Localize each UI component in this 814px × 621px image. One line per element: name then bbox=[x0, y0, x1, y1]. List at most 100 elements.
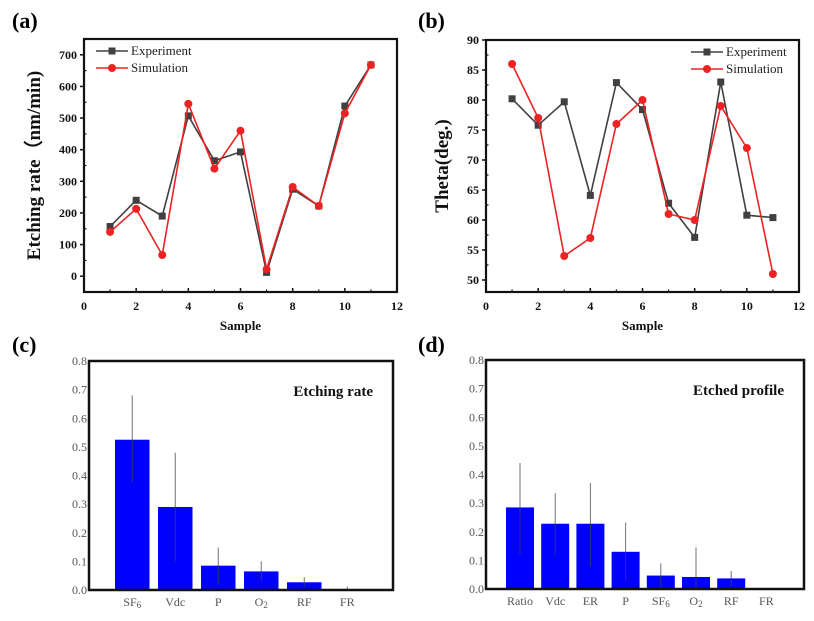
inset-title: Etching rate bbox=[293, 384, 373, 400]
x-axis-label: Sample bbox=[622, 318, 663, 333]
panel-label: (a) bbox=[12, 8, 38, 33]
series-simulation bbox=[508, 60, 777, 278]
x-tick-label-main: P bbox=[215, 595, 222, 609]
y-tick-label: 100 bbox=[59, 238, 77, 252]
x-axis-label: Sample bbox=[220, 318, 261, 333]
y-tick-label: 0.4 bbox=[469, 468, 484, 482]
y-tick-label: 0.2 bbox=[469, 525, 484, 539]
series-line-experiment bbox=[109, 64, 372, 276]
data-point-simulation bbox=[638, 96, 647, 104]
data-point-experiment bbox=[639, 106, 646, 114]
panel-c: (c) 0.0 0.1 0.2 0.3 0.4 0.5 0.6 0.7 0.8 SF6 Vdc P O2 R… bbox=[12, 332, 395, 610]
series-line-simulation bbox=[109, 64, 372, 270]
panel-label: (b) bbox=[418, 8, 445, 33]
x-tick-label: Vdc bbox=[545, 594, 565, 608]
x-tick-label: 8 bbox=[692, 299, 698, 313]
y-axis-label: Etching rate（nm/min) bbox=[22, 71, 45, 260]
x-tick-label: 12 bbox=[793, 299, 805, 313]
data-point-experiment bbox=[717, 78, 725, 86]
data-point-simulation bbox=[560, 252, 569, 260]
x-tick-label-main: RF bbox=[724, 594, 739, 608]
data-point-simulation bbox=[106, 227, 115, 236]
data-point-simulation bbox=[314, 201, 323, 210]
x-tick-label: 2 bbox=[133, 299, 139, 313]
y-tick-label: 0.1 bbox=[72, 554, 87, 568]
data-point-experiment bbox=[691, 233, 699, 241]
x-tick-label: 0 bbox=[483, 299, 489, 313]
data-point-experiment bbox=[665, 199, 673, 207]
y-tick-label: 0.0 bbox=[72, 583, 87, 597]
y-tick-label: 85 bbox=[467, 63, 479, 77]
x-tick-label: SF6 bbox=[123, 595, 141, 610]
x-tick-label-main: FR bbox=[340, 595, 355, 609]
panel-label: (d) bbox=[418, 332, 445, 357]
data-point-simulation bbox=[366, 60, 375, 69]
data-point-experiment bbox=[106, 223, 114, 231]
legend-marker-circle bbox=[703, 65, 711, 73]
y-tick-label: 70 bbox=[467, 153, 479, 167]
x-tick-label-subscript: 6 bbox=[665, 599, 670, 609]
panel-b: (b) 0 2 4 6 8 10 12 50 55 60 65 70 75 80 85 90 Sample Thet… bbox=[418, 8, 805, 333]
x-tick-label: P bbox=[622, 594, 629, 608]
legend: Experiment Simulation bbox=[96, 43, 192, 75]
y-tick-label: 300 bbox=[59, 174, 77, 188]
data-point-simulation bbox=[716, 102, 725, 110]
series-experiment bbox=[508, 78, 777, 241]
data-point-experiment bbox=[534, 121, 542, 129]
x-tick-label: FR bbox=[759, 594, 774, 608]
y-tick-label: 0.5 bbox=[469, 439, 484, 453]
data-point-simulation bbox=[690, 216, 699, 224]
data-point-experiment bbox=[560, 98, 568, 106]
x-tick-label: 0 bbox=[81, 299, 87, 313]
data-point-experiment bbox=[612, 79, 620, 87]
data-point-simulation bbox=[184, 99, 193, 108]
y-tick-label: 0.3 bbox=[469, 496, 484, 510]
x-tick-label: P bbox=[215, 595, 222, 609]
data-point-simulation bbox=[742, 144, 751, 152]
data-point-simulation bbox=[534, 114, 543, 122]
data-point-experiment bbox=[508, 95, 516, 103]
x-tick-label: RF bbox=[297, 595, 312, 609]
y-tick-label: 0.1 bbox=[469, 553, 484, 567]
legend-label: Simulation bbox=[131, 60, 189, 75]
y-tick-label: 0.7 bbox=[72, 383, 87, 397]
x-tick-label: FR bbox=[340, 595, 355, 609]
y-tick-label: 0.2 bbox=[72, 526, 87, 540]
x-tick-label-main: Vdc bbox=[165, 595, 185, 609]
x-tick-label-main: O bbox=[255, 595, 264, 609]
y-tick-label: 0.4 bbox=[72, 469, 87, 483]
y-tick-label: 0.8 bbox=[469, 353, 484, 367]
x-tick-label: 12 bbox=[391, 299, 403, 313]
data-point-experiment bbox=[132, 196, 140, 204]
y-tick-label: 600 bbox=[59, 79, 77, 93]
y-tick-label: 65 bbox=[467, 183, 479, 197]
data-point-simulation bbox=[664, 210, 673, 218]
data-point-simulation bbox=[768, 270, 777, 278]
x-tick-label: 8 bbox=[290, 299, 296, 313]
legend-label: Experiment bbox=[726, 44, 787, 59]
series-experiment bbox=[106, 61, 375, 276]
x-tick-label-subscript: 2 bbox=[698, 599, 703, 609]
legend-label: Experiment bbox=[131, 43, 192, 58]
y-tick-label: 90 bbox=[467, 33, 479, 47]
x-tick-label: Ratio bbox=[507, 594, 533, 608]
x-tick-label: 10 bbox=[339, 299, 351, 313]
data-point-simulation bbox=[508, 60, 517, 68]
y-tick-label: 0.6 bbox=[469, 410, 484, 424]
y-tick-label: 0.5 bbox=[72, 440, 87, 454]
data-point-experiment bbox=[184, 112, 192, 120]
panel-d: (d) 0.0 0.1 0.2 0.3 0.4 0.5 0.6 0.7 0.8 Ratio Vdc ER… bbox=[418, 332, 806, 609]
x-tick-label-subscript: 2 bbox=[263, 600, 268, 610]
plot-frame bbox=[87, 359, 395, 592]
series-line-experiment bbox=[511, 80, 773, 240]
panel-label: (c) bbox=[12, 332, 36, 357]
plot-frame bbox=[484, 38, 801, 294]
data-point-simulation bbox=[210, 164, 219, 173]
x-tick-label: 6 bbox=[640, 299, 646, 313]
y-tick-label: 400 bbox=[59, 143, 77, 157]
x-tick-label: ER bbox=[583, 594, 598, 608]
legend-marker-square bbox=[108, 47, 116, 55]
y-tick-label: 0 bbox=[71, 269, 77, 283]
x-tick-label-main: SF bbox=[652, 594, 666, 608]
